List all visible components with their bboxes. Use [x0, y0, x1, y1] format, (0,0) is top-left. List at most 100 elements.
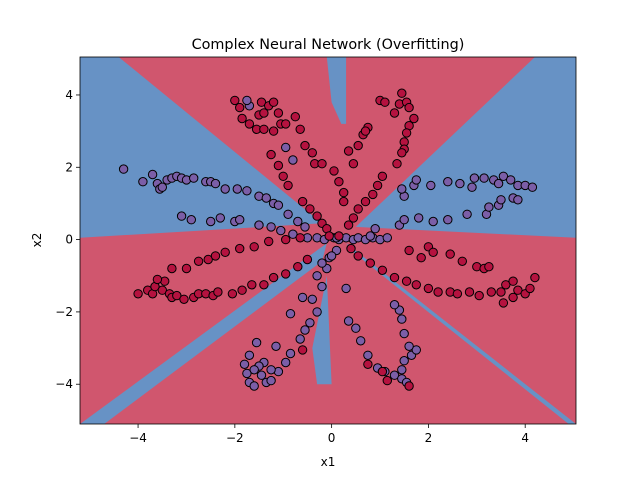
class-0-region-2: [355, 57, 576, 238]
class-0-point: [484, 202, 494, 212]
x-tick-label: 4: [521, 431, 529, 445]
class-1-point: [353, 140, 363, 151]
class-1-point: [401, 276, 412, 286]
class-0-point: [266, 222, 276, 232]
class-0-point: [469, 173, 480, 183]
class-0-point: [244, 350, 255, 360]
class-0-point: [365, 231, 375, 241]
class-1-point: [360, 126, 371, 136]
class-0-point: [266, 365, 276, 375]
class-1-point: [457, 256, 467, 266]
class-0-point: [295, 334, 305, 344]
class-1-point: [343, 220, 354, 230]
class-0-region-3: [346, 243, 576, 424]
class-0-point: [382, 233, 392, 243]
class-0-point: [343, 316, 354, 326]
class-1-point: [474, 290, 484, 301]
class-1-point: [302, 254, 313, 265]
class-0-point: [157, 182, 168, 192]
class-0-point: [506, 175, 516, 185]
class-0-point: [256, 370, 267, 380]
class-1-point: [283, 180, 293, 191]
class-0-point: [455, 178, 465, 189]
class-0-point: [251, 337, 262, 348]
class-0-point: [281, 142, 291, 153]
class-0-point: [176, 211, 187, 221]
class-1-point: [377, 265, 388, 275]
class-0-point: [276, 225, 286, 236]
class-0-point: [242, 95, 252, 106]
class-1-point: [317, 159, 327, 169]
class-1-point: [508, 276, 518, 286]
class-1-point: [152, 274, 163, 285]
class-0-point: [498, 171, 509, 182]
class-1-point: [278, 171, 288, 182]
class-1-point: [305, 204, 315, 214]
class-1-point: [498, 298, 509, 308]
class-0-point: [242, 186, 252, 196]
class-1-point: [365, 258, 375, 268]
class-1-point: [295, 124, 305, 135]
class-1-point: [334, 177, 344, 187]
class-1-point: [401, 128, 412, 138]
class-1-point: [227, 289, 238, 299]
class-1-point: [273, 108, 284, 118]
class-1-point: [259, 280, 269, 290]
class-1-point: [266, 149, 276, 160]
class-0-point: [297, 292, 308, 303]
class-0-point: [414, 213, 424, 223]
class-1-point: [404, 381, 414, 391]
class-1-point: [268, 97, 279, 107]
class-1-point: [268, 272, 279, 283]
class-0-point: [254, 220, 264, 230]
y-axis-ticks: −4 −2 0 2 4: [55, 88, 80, 391]
class-1-point: [295, 233, 305, 243]
class-1-point: [210, 251, 221, 261]
class-1-point: [404, 102, 414, 113]
class-1-point: [244, 119, 255, 129]
class-0-point: [317, 281, 327, 292]
class-0-point: [261, 193, 271, 203]
class-1-point: [496, 287, 506, 297]
class-1-point: [530, 272, 540, 283]
class-0-point: [389, 300, 400, 310]
class-0-point: [239, 359, 250, 369]
class-0-point: [389, 370, 400, 380]
class-1-point: [281, 234, 291, 245]
class-1-point: [525, 283, 535, 294]
class-1-point: [249, 242, 259, 252]
class-0-point: [138, 177, 148, 187]
y-tick-label: 2: [65, 160, 73, 174]
class-0-point: [273, 200, 284, 210]
class-0-region-5: [312, 275, 332, 385]
class-0-point: [300, 325, 310, 335]
class-0-point: [312, 307, 322, 317]
class-1-point: [300, 140, 310, 151]
class-1-point: [363, 359, 373, 369]
class-1-point: [423, 283, 434, 294]
class-1-point: [213, 287, 223, 297]
class-1-point: [392, 159, 402, 169]
class-0-point: [317, 258, 327, 268]
x-tick-label: −2: [226, 431, 244, 445]
class-1-point: [167, 263, 177, 274]
class-1-point: [353, 251, 363, 261]
class-0-point: [232, 184, 243, 194]
class-1-point: [181, 263, 192, 274]
class-0-point: [189, 173, 199, 183]
class-1-point: [464, 287, 475, 297]
class-1-point: [353, 204, 363, 214]
class-1-point: [259, 124, 269, 135]
class-0-point: [288, 229, 298, 239]
class-0-point: [467, 182, 477, 192]
class-1-point: [389, 108, 400, 118]
class-1-point: [339, 187, 349, 198]
class-1-point: [193, 256, 204, 266]
class-1-point: [297, 345, 308, 355]
x-axis-ticks: −4 −2 0 2 4: [129, 424, 529, 445]
class-1-point: [235, 243, 245, 254]
class-0-point: [443, 215, 453, 225]
class-0-point: [399, 215, 409, 225]
class-0-point: [283, 209, 293, 220]
